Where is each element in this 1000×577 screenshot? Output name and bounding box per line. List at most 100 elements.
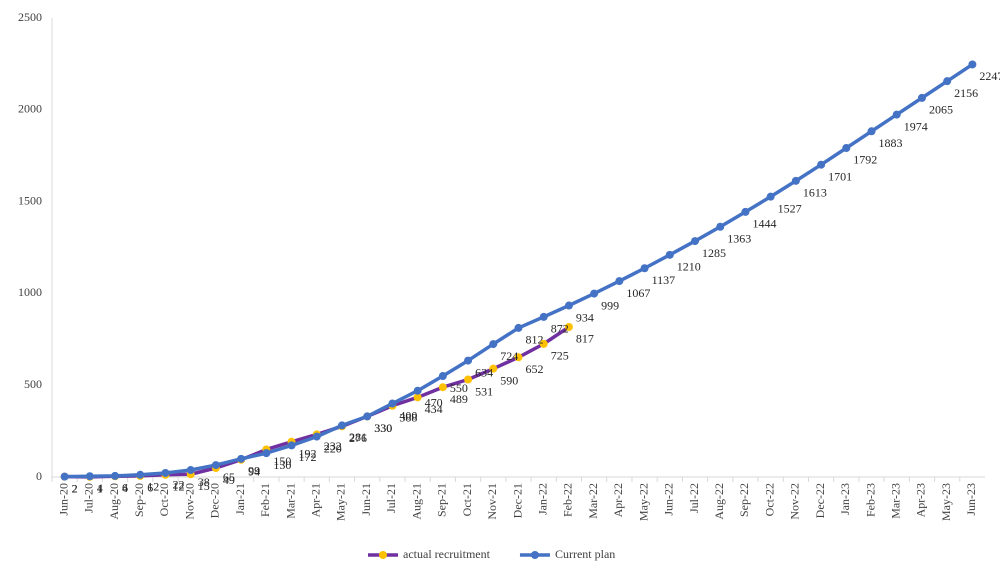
- legend: actual recruitment Current plan: [368, 547, 615, 561]
- data-point: [867, 127, 876, 136]
- data-point: [312, 432, 321, 441]
- data-label: 652: [526, 362, 544, 376]
- data-label: 94: [248, 464, 260, 478]
- x-tick-label: Mar-22: [586, 483, 600, 519]
- data-point: [691, 237, 700, 246]
- x-tick-label: Jul-22: [687, 483, 701, 513]
- x-tick-label: Jun-21: [359, 483, 373, 516]
- data-label: 232: [324, 439, 342, 453]
- data-point: [791, 176, 800, 185]
- series-line: [64, 62, 974, 479]
- data-label: 2: [72, 481, 78, 495]
- data-label: 400: [399, 408, 417, 422]
- legend-marker: [530, 551, 539, 559]
- data-point: [943, 77, 952, 86]
- data-point: [85, 472, 94, 481]
- data-label: 550: [450, 381, 468, 395]
- data-label: 330: [374, 421, 392, 435]
- data-label: 812: [526, 333, 544, 347]
- data-point: [817, 160, 826, 169]
- x-tick-label: Nov-22: [788, 483, 802, 520]
- data-label: 12: [147, 480, 159, 494]
- data-label: 1613: [803, 186, 827, 200]
- x-tick-label: Jun-22: [662, 483, 676, 516]
- x-tick-label: Sep-21: [435, 483, 449, 517]
- x-tick-label: Feb-22: [561, 483, 575, 517]
- data-label: 38: [198, 475, 210, 489]
- x-tick-label: Dec-22: [813, 483, 827, 518]
- data-label: 1444: [752, 217, 776, 231]
- data-point: [590, 289, 599, 298]
- data-label: 1: [97, 482, 103, 496]
- data-point: [640, 264, 649, 273]
- data-point: [337, 421, 346, 430]
- data-point: [489, 364, 498, 373]
- data-label: 2247: [979, 69, 1000, 83]
- data-point: [60, 472, 69, 481]
- data-label: 1792: [853, 153, 877, 167]
- data-point: [716, 222, 725, 231]
- x-tick-label: Mar-21: [283, 483, 297, 519]
- x-tick-label: Jun-23: [964, 483, 978, 516]
- data-point: [539, 339, 548, 348]
- data-point: [464, 356, 473, 365]
- data-label: 1285: [702, 246, 726, 260]
- x-tick-label: Apr-22: [611, 483, 625, 517]
- data-label: 276: [349, 431, 367, 445]
- data-point: [665, 250, 674, 259]
- x-tick-label: Oct-20: [157, 483, 171, 516]
- data-label: 470: [425, 395, 443, 409]
- data-label: 434: [425, 402, 443, 416]
- data-point: [161, 468, 170, 477]
- data-label: 4: [122, 481, 128, 495]
- data-point: [186, 466, 195, 475]
- data-label: 1701: [828, 169, 852, 183]
- data-label: 130: [273, 458, 291, 472]
- data-label: 2065: [929, 103, 953, 117]
- data-label: 724: [500, 349, 518, 363]
- x-tick-label: Jan-21: [233, 483, 247, 515]
- legend-label: Current plan: [555, 547, 615, 561]
- data-label: 2: [72, 481, 78, 495]
- data-point: [262, 449, 271, 458]
- x-tick-label: Feb-23: [863, 483, 877, 517]
- data-point: [766, 192, 775, 201]
- data-label: 531: [475, 384, 493, 398]
- series-line: [64, 325, 570, 479]
- x-tick-label: Feb-21: [258, 483, 272, 517]
- data-point: [211, 461, 220, 470]
- data-label: 590: [500, 373, 518, 387]
- x-tick-label: Aug-22: [712, 483, 726, 520]
- x-tick-label: Jan-22: [535, 483, 549, 515]
- data-label: 872: [551, 322, 569, 336]
- data-point: [539, 312, 548, 321]
- x-tick-label: May-21: [334, 483, 348, 521]
- data-label: 172: [299, 450, 317, 464]
- x-tick-label: Nov-21: [485, 483, 499, 520]
- y-tick-label: 2500: [18, 10, 42, 24]
- x-tick-label: Jul-21: [384, 483, 398, 513]
- data-label: 281: [349, 430, 367, 444]
- x-tick-label: Dec-20: [208, 483, 222, 518]
- data-point: [438, 383, 447, 392]
- data-point: [842, 143, 851, 152]
- data-label: 12: [172, 480, 184, 494]
- data-label: 4: [97, 481, 103, 495]
- data-point: [615, 277, 624, 286]
- data-point: [413, 393, 422, 402]
- data-label: 15: [198, 479, 210, 493]
- data-label: 1210: [677, 260, 701, 274]
- data-label: 934: [576, 310, 594, 324]
- x-tick-label: Dec-21: [510, 483, 524, 518]
- x-tick-label: Aug-20: [107, 483, 121, 520]
- data-label: 489: [450, 392, 468, 406]
- data-point: [489, 340, 498, 349]
- data-label: 99: [248, 464, 260, 478]
- data-label: 6: [147, 481, 153, 495]
- data-label: 65: [223, 470, 235, 484]
- data-point: [514, 323, 523, 332]
- y-tick-label: 2000: [18, 102, 42, 116]
- data-point: [464, 375, 473, 384]
- data-point: [111, 471, 120, 480]
